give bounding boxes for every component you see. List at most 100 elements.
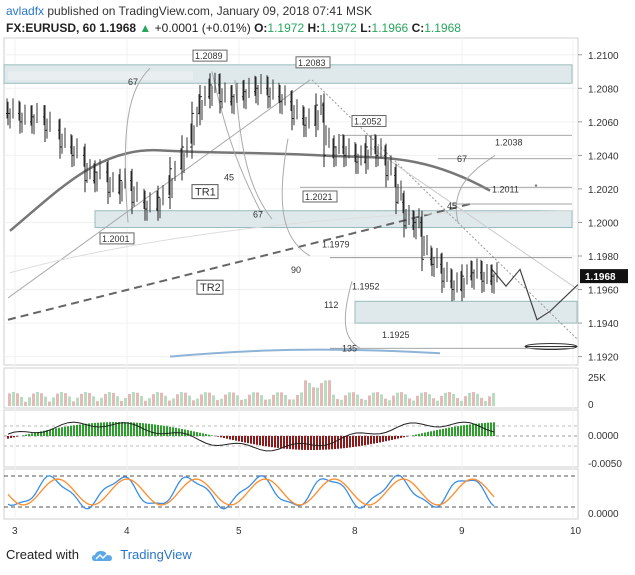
volume-bar: [108, 392, 111, 406]
x-tick-label: 10: [570, 526, 582, 537]
tradingview-link[interactable]: TradingView: [120, 547, 192, 562]
stochastic-pane[interactable]: [3, 468, 579, 520]
volume-bar: [60, 392, 63, 406]
macd-tick-label: -0.0050: [588, 459, 622, 470]
macd-pane[interactable]: [3, 409, 579, 468]
volume-bar: [424, 392, 427, 406]
volume-bar: [372, 392, 375, 406]
stochastic-lines: [4, 474, 578, 510]
volume-bar: [364, 400, 367, 406]
angle-label: 45: [447, 201, 457, 211]
volume-bar: [164, 395, 167, 406]
volume-bar: [88, 392, 91, 406]
up-arrow-icon: ▲: [139, 21, 152, 35]
volume-bar: [68, 396, 71, 406]
volume-bar: [76, 397, 79, 406]
stoch-d-line: [7, 478, 495, 506]
volume-bar: [180, 392, 183, 406]
volume-bar: [132, 392, 135, 406]
zone-shade: [8, 71, 193, 80]
open-label: O:: [254, 21, 268, 35]
volume-bar: [64, 393, 67, 406]
volume-bar: [296, 394, 299, 406]
volume-bar: [320, 383, 323, 406]
price-label: 1.1952: [352, 282, 380, 292]
volume-bar: [96, 401, 99, 406]
volume-bar: [436, 400, 439, 406]
close-label: C:: [411, 21, 425, 35]
tradingview-cloud-icon: [91, 550, 112, 561]
volume-bar: [428, 394, 431, 406]
volume-bar: [232, 392, 235, 406]
volume-bar: [128, 393, 131, 406]
angle-label: 112: [324, 300, 338, 310]
volume-tick-label: 25K: [588, 373, 606, 384]
volume-bar: [228, 392, 231, 406]
volume-bar: [484, 401, 487, 406]
dot: [534, 184, 538, 187]
y-tick-label: 1.2040: [588, 151, 619, 162]
created-with-label: Created with: [6, 547, 79, 562]
price-label-box: [99, 232, 135, 245]
macd-tick-label: 0.0000: [588, 431, 619, 442]
arc-45: [211, 71, 263, 215]
volume-bar: [476, 393, 479, 406]
volume-bar: [172, 398, 175, 406]
volume-bar: [136, 392, 139, 406]
volume-bar: [460, 400, 463, 406]
volume-bar: [124, 397, 127, 406]
price-label: 1.2011: [492, 184, 519, 194]
y-tick-label: 1.2020: [588, 185, 619, 196]
volume-bar: [244, 399, 247, 406]
volume-bar: [324, 380, 327, 406]
grey-curve: [9, 210, 573, 274]
volume-bar: [480, 397, 483, 406]
macd-line: [7, 421, 495, 452]
y-tick-label: 1.2080: [588, 84, 619, 95]
volume-bar: [404, 394, 407, 406]
volume-bar: [200, 394, 203, 406]
arc-112: [344, 281, 361, 349]
volume-bar: [52, 397, 55, 406]
author-link[interactable]: avladfx: [6, 4, 45, 18]
volume-bar: [216, 400, 219, 406]
price-label: 1.2001: [102, 234, 130, 244]
close-value: 1.1968: [424, 21, 461, 35]
symbol-name[interactable]: FX:EURUSD, 60: [6, 21, 97, 35]
volume-bar: [276, 392, 279, 406]
price-pane[interactable]: [3, 37, 579, 366]
current-price-label: 1.1968: [585, 272, 616, 283]
volume-bar: [112, 392, 115, 406]
candles: [6, 72, 498, 302]
moving-average-line: [9, 149, 491, 232]
volume-pane[interactable]: [3, 367, 579, 409]
volume-bar: [48, 401, 51, 406]
high-value: 1.1972: [320, 21, 357, 35]
x-tick-label: 4: [124, 526, 130, 537]
volume-bar: [292, 399, 295, 406]
volume-bar: [284, 394, 287, 406]
volume-bar: [356, 394, 359, 406]
y-tick-label: 1.2060: [588, 118, 619, 129]
volume-bar: [256, 392, 259, 406]
volume-bar: [376, 392, 379, 406]
volume-bar: [32, 393, 35, 406]
y-tick-label: 1.2000: [588, 218, 619, 229]
channel-line: [369, 146, 579, 290]
publish-info: published on TradingView.com, January 09…: [44, 4, 373, 18]
volume-bar: [44, 396, 47, 406]
y-tick-label: 1.1980: [588, 252, 619, 263]
volume-bar: [240, 399, 243, 406]
price-label-box: [351, 115, 387, 128]
volume-bar: [288, 399, 291, 406]
high-label: H:: [307, 21, 321, 35]
volume-bar: [196, 398, 199, 406]
price-label-box: [302, 190, 338, 203]
projection-path: [491, 268, 579, 321]
arc-67: [124, 67, 151, 223]
volume-bar: [208, 392, 211, 406]
volume-bar: [464, 396, 467, 406]
volume-tick-label: 0: [588, 400, 594, 411]
current-price-tag: [580, 269, 628, 284]
chart-canvas[interactable]: 1.2089 1.2083 1.2052 1.2038 1.2021 1.2011 1.20…: [0, 0, 635, 545]
